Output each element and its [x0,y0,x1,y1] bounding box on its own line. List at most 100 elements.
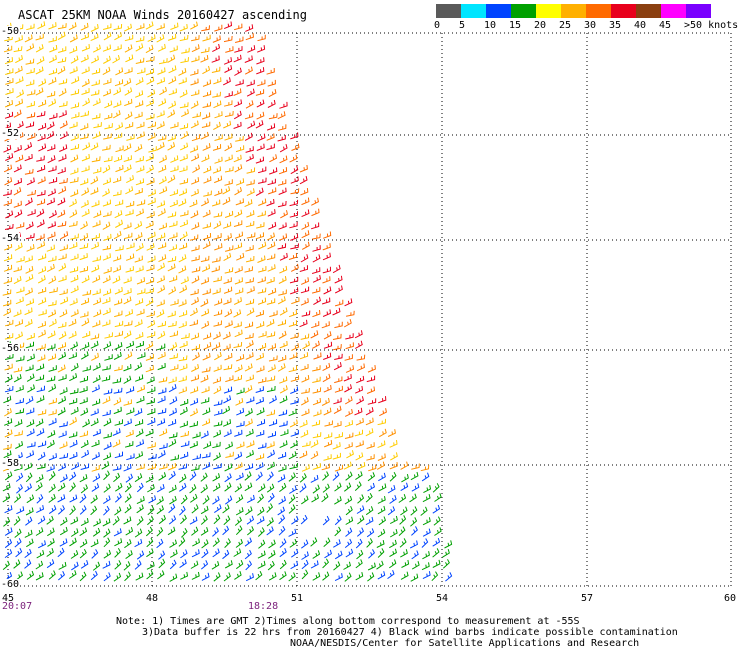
wind-barb [59,387,68,395]
wind-barb [178,242,188,250]
wind-barb [179,406,188,415]
wind-barb [36,190,46,197]
wind-barb [222,343,231,351]
wind-barb [57,167,66,175]
wind-barb [200,298,209,307]
wind-barb [102,199,112,207]
wind-barb [69,537,77,547]
wind-barb [24,307,33,316]
wind-barb [113,100,122,108]
wind-barb [58,88,67,97]
wind-barb [200,527,209,536]
wind-barb [212,537,220,547]
wind-barb [332,307,341,316]
wind-barb [47,430,56,438]
wind-barb [224,463,233,472]
wind-barb [35,418,44,427]
wind-barb [255,462,264,471]
color-swatch [436,4,461,18]
wind-barb [157,134,167,141]
wind-barb [136,308,145,316]
wind-barb [279,143,288,153]
wind-barb [180,514,187,525]
wind-barb [169,549,178,558]
wind-barb [101,375,111,382]
wind-barb [59,309,68,318]
wind-barb [25,233,35,240]
wind-barb [244,66,253,75]
wind-barb [92,473,101,483]
wind-barb [356,363,365,372]
wind-barb [157,43,166,52]
wind-barb [159,428,168,437]
wind-barb [236,407,245,416]
wind-barb [92,561,101,571]
wind-barb [4,374,13,383]
wind-barb [223,120,232,129]
wind-barb [148,146,157,153]
wind-barb [312,387,322,394]
wind-barb [222,331,231,340]
color-swatch [511,4,536,18]
wind-barb [147,442,156,449]
wind-barb [223,233,232,241]
wind-barb [48,300,57,307]
wind-barb [376,539,385,548]
wind-barb [257,560,266,569]
wind-barb [102,253,111,261]
wind-barb [422,551,430,560]
wind-barb [36,505,45,514]
wind-barb [289,276,299,284]
wind-barb [47,538,55,547]
wind-barb [157,321,166,328]
wind-barb [222,405,231,415]
wind-barb [57,364,66,373]
wind-barb [189,234,199,241]
wind-barb [300,333,310,340]
wind-barb [233,548,242,557]
wind-barb [343,461,352,470]
wind-barb [277,363,286,372]
wind-barb [268,395,277,404]
wind-barb [246,79,255,87]
wind-barb [59,526,68,536]
wind-barb [114,210,123,219]
wind-barb [245,146,254,153]
wind-barb [334,482,342,492]
wind-barb [35,374,45,382]
wind-barb [48,493,56,503]
wind-barb [124,309,134,317]
wind-barb [146,177,155,186]
wind-barb [158,98,167,107]
wind-barb [156,110,165,118]
wind-barb [344,572,352,582]
wind-barb [37,176,46,184]
wind-barb [266,123,276,131]
wind-barb [92,44,101,53]
wind-barb [224,179,233,186]
wind-barb [344,384,352,393]
wind-barb [125,527,134,536]
wind-barb [346,450,354,459]
wind-barb [146,386,156,394]
wind-barb [377,505,386,515]
wind-barb [58,374,67,381]
wind-barb [214,175,223,184]
wind-barb [322,483,330,493]
wind-barb [289,485,297,494]
wind-barb [37,21,46,30]
wind-barb [288,253,298,260]
wind-barb [178,375,187,383]
wind-barb [201,25,210,32]
wind-barb [312,254,321,263]
wind-barb [354,481,362,491]
wind-barb [47,353,57,361]
wind-barb [256,419,266,427]
wind-barb [135,374,144,382]
wind-barb [36,549,45,559]
wind-barb [278,496,286,505]
wind-barb [357,494,365,504]
wind-barb [235,178,245,186]
time-label: 20:07 [2,601,33,612]
wind-barb [202,352,211,361]
